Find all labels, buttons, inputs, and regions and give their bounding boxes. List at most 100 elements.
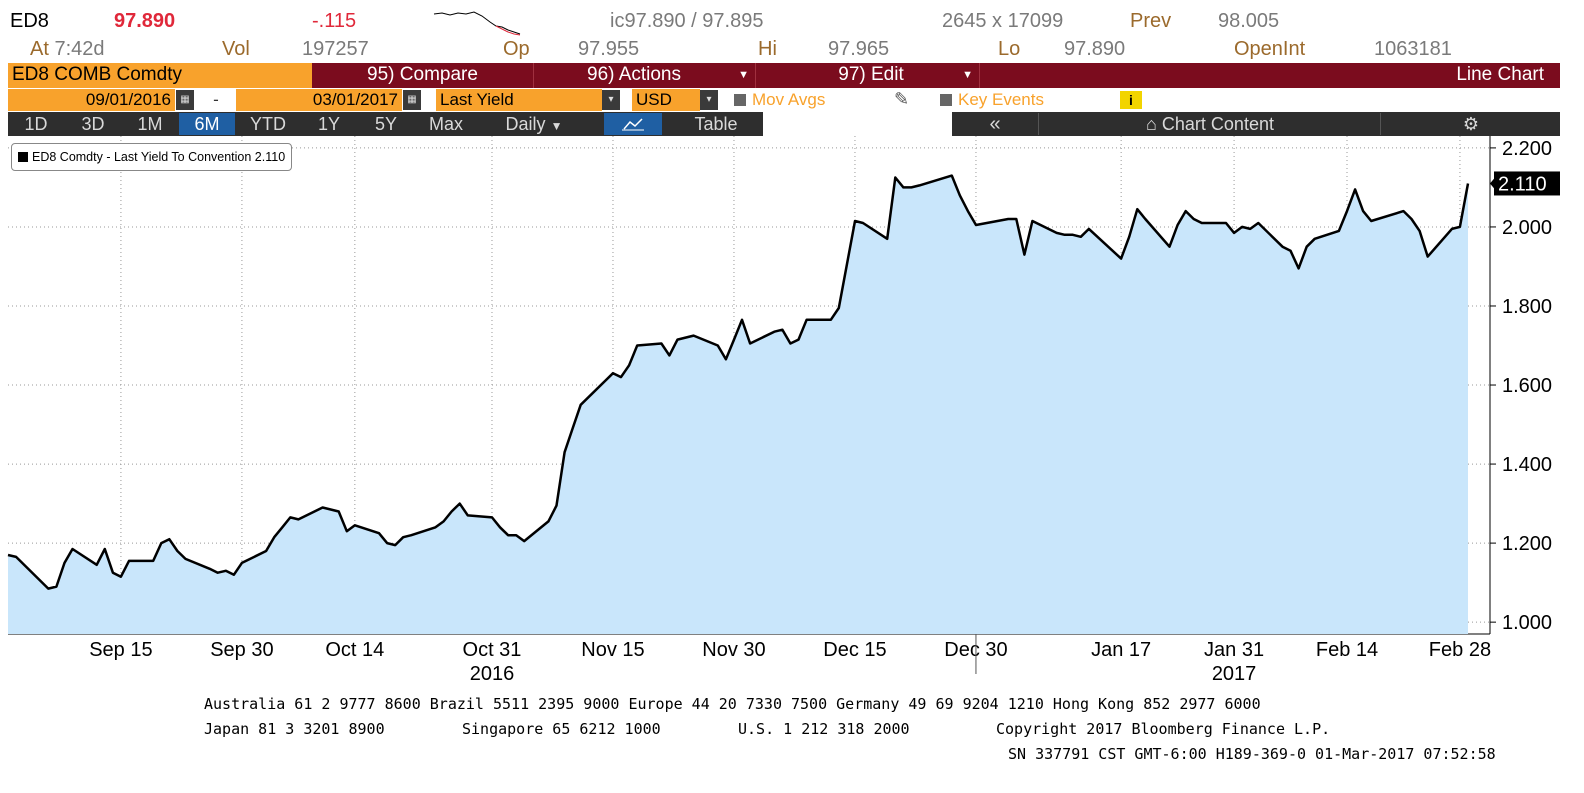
x-tick-label: Jan 17: [1091, 639, 1151, 661]
low-price: 97.890: [1064, 38, 1126, 60]
range-1y[interactable]: 1Y: [301, 113, 357, 135]
mov-avgs-checkbox[interactable]: [734, 94, 746, 106]
end-date-calendar-icon[interactable]: ▦: [403, 90, 421, 110]
year-label: 2017: [1212, 663, 1257, 685]
quote-time: 7:42: [54, 38, 94, 60]
x-tick-label: Sep 30: [210, 639, 273, 661]
range-5y[interactable]: 5Y: [358, 113, 414, 135]
ticker: ED8: [10, 10, 49, 32]
x-tick-label: Feb 28: [1429, 639, 1491, 661]
key-events-toggle[interactable]: Key Events: [940, 89, 1044, 111]
x-tick-label: Jan 31: [1204, 639, 1264, 661]
at-label: At: [30, 38, 49, 60]
key-events-label: Key Events: [958, 90, 1044, 109]
high-price: 97.965: [828, 38, 890, 60]
legend-label: ED8 Comdty - Last Yield To Convention 2.…: [32, 150, 286, 164]
security-field[interactable]: ED8 COMB Comdty: [8, 63, 312, 88]
range-max[interactable]: Max: [415, 113, 477, 135]
y-tick-label: 1.200: [1502, 533, 1552, 555]
periodicity-label: Daily: [505, 114, 546, 134]
security-label: ED8 COMB Comdty: [12, 64, 182, 85]
footer-phones: Australia 61 2 9777 8600 Brazil 5511 239…: [204, 695, 1261, 713]
collapse-button[interactable]: «: [952, 113, 1039, 135]
field-select[interactable]: Last Yield: [436, 89, 602, 111]
end-date-field[interactable]: 03/01/2017: [236, 89, 402, 111]
field-dropdown-icon[interactable]: ▾: [602, 90, 620, 110]
line-chart-button[interactable]: [604, 113, 662, 135]
openint-label: OpenInt: [1234, 38, 1306, 60]
range-1d[interactable]: 1D: [8, 113, 64, 135]
y-tick-label: 1.000: [1502, 612, 1552, 634]
x-tick-label: Nov 30: [702, 639, 765, 661]
vol-label: Vol: [222, 38, 250, 60]
edit-dropdown-icon: ▼: [962, 69, 973, 81]
chart-content-bar: [952, 112, 1560, 136]
legend-swatch: [18, 152, 28, 162]
field-value: Last Yield: [440, 90, 514, 109]
bid-ask-size: 2645 x 17099: [942, 10, 1064, 32]
range-6m[interactable]: 6M: [179, 113, 235, 135]
actions-menu[interactable]: 96) Actions ▼: [534, 63, 756, 88]
edit-label: 97) Edit: [838, 64, 904, 85]
mov-avgs-toggle[interactable]: Mov Avgs: [734, 89, 825, 111]
range-1m[interactable]: 1M: [122, 113, 178, 135]
chart-legend: ED8 Comdty - Last Yield To Convention 2.…: [11, 143, 293, 171]
start-date-field[interactable]: 09/01/2016: [8, 89, 175, 111]
currency-value: USD: [636, 90, 672, 109]
x-tick-label: Oct 14: [325, 639, 384, 661]
x-tick-label: Oct 31: [463, 639, 522, 661]
end-date-value: 03/01/2017: [312, 90, 398, 109]
last-value-badge: [1494, 171, 1560, 196]
chart-content-button[interactable]: ⌂ Chart Content: [1040, 113, 1381, 135]
last-price: 97.890: [114, 10, 176, 32]
table-button[interactable]: Table: [672, 113, 760, 135]
start-date-calendar-icon[interactable]: ▦: [176, 90, 194, 110]
y-tick-label: 2.000: [1502, 217, 1552, 239]
y-tick-label: 2.200: [1502, 138, 1552, 160]
pencil-icon[interactable]: ✎: [894, 89, 910, 109]
series-area: [8, 175, 1468, 634]
open-label: Op: [503, 38, 530, 60]
y-tick-label: 1.800: [1502, 296, 1552, 318]
footer-session: SN 337791 CST GMT-6:00 H189-369-0 01-Mar…: [1008, 745, 1496, 763]
gear-icon[interactable]: ⚙: [1462, 114, 1480, 134]
periodicity-select[interactable]: Daily ▼: [478, 113, 590, 135]
actions-label: 96) Actions: [587, 64, 681, 85]
line-chart-icon: [622, 118, 644, 131]
compare-menu[interactable]: 95) Compare: [312, 63, 534, 88]
open-price: 97.955: [578, 38, 640, 60]
lo-label: Lo: [998, 38, 1021, 60]
yield-chart: 2.200 2.000 1.800 1.600 1.400 1.200 1.000 Sep 1…: [7, 136, 1560, 685]
last-value-pointer: [1490, 177, 1495, 190]
open-interest: 1063181: [1374, 38, 1452, 60]
x-tick-label: Sep 15: [89, 639, 152, 661]
sparkline: [433, 11, 521, 36]
menu-bar: [312, 63, 1560, 88]
edit-menu[interactable]: 97) Edit ▼: [756, 63, 980, 88]
mov-avgs-label: Mov Avgs: [752, 90, 826, 109]
date-separator: -: [198, 89, 234, 111]
compare-label: 95) Compare: [367, 64, 478, 85]
x-tick-label: Feb 14: [1316, 639, 1378, 661]
chart-content-icon: ⌂: [1146, 114, 1157, 134]
footer-us: U.S. 1 212 318 2000: [738, 720, 910, 738]
y-tick-label: 1.600: [1502, 375, 1552, 397]
prev-close: 98.005: [1218, 10, 1280, 32]
range-ytd[interactable]: YTD: [236, 113, 300, 135]
periodicity-dropdown-icon: ▼: [550, 119, 563, 133]
range-3d[interactable]: 3D: [65, 113, 121, 135]
currency-dropdown-icon[interactable]: ▾: [700, 90, 718, 110]
x-tick-label: Nov 15: [581, 639, 644, 661]
year-label: 2016: [470, 663, 515, 685]
bid-ask: ic97.890 / 97.895: [610, 10, 764, 32]
currency-select[interactable]: USD: [632, 89, 700, 111]
key-events-checkbox[interactable]: [940, 94, 952, 106]
actions-dropdown-icon: ▼: [738, 69, 749, 81]
quote-time-suffix: d: [93, 38, 105, 60]
footer-japan: Japan 81 3 3201 8900: [204, 720, 385, 738]
chart-content-label: Chart Content: [1161, 114, 1274, 134]
prev-label: Prev: [1130, 10, 1172, 32]
hi-label: Hi: [758, 38, 777, 60]
info-icon[interactable]: i: [1120, 91, 1142, 109]
volume: 197257: [302, 38, 369, 60]
